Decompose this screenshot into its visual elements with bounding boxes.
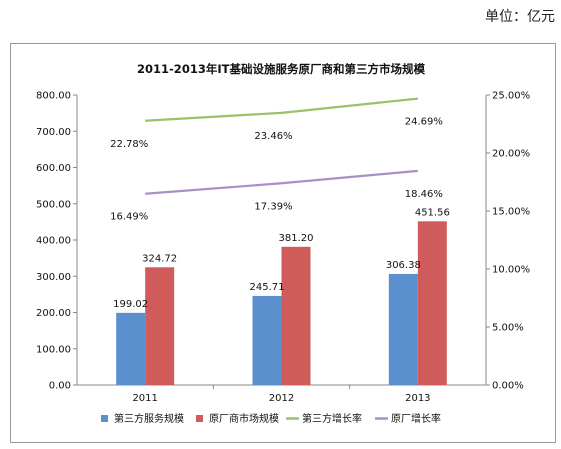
bar-data-label: 451.56 xyxy=(415,207,450,218)
bar-data-label: 245.71 xyxy=(250,282,285,293)
right-tick-label: 20.00% xyxy=(492,149,530,160)
right-tick-label: 5.00% xyxy=(492,323,524,334)
right-tick-label: 15.00% xyxy=(492,207,530,218)
line-data-label: 16.49% xyxy=(110,212,148,223)
unit-label: 单位：亿元 xyxy=(485,9,555,25)
bar-series xyxy=(116,221,447,385)
bar-data-label: 306.38 xyxy=(386,260,421,271)
left-tick-label: 500.00 xyxy=(36,199,71,210)
bar xyxy=(116,312,146,385)
series-line xyxy=(145,169,418,195)
series-line xyxy=(145,97,418,122)
tick-labels: 0.00 100.00 200.00 300.00 400.00 500.00 600.00… xyxy=(36,91,530,405)
chart-frame: 2011-2013年IT基础设施服务原厂商和第三方市场规模 0.00 100.00… xyxy=(10,43,556,443)
chart-canvas: 2011-2013年IT基础设施服务原厂商和第三方市场规模 0.00 100.00… xyxy=(36,62,530,425)
left-tick-label: 300.00 xyxy=(36,272,71,283)
line-series xyxy=(145,97,418,195)
line-data-label: 23.46% xyxy=(254,131,292,142)
left-tick-label: 400.00 xyxy=(36,236,71,247)
legend-label: 原厂增长率 xyxy=(391,412,441,425)
bar xyxy=(417,221,447,385)
x-tick-label: 2013 xyxy=(405,393,430,404)
left-tick-label: 0.00 xyxy=(49,381,71,392)
bar xyxy=(145,267,175,385)
right-tick-label: 10.00% xyxy=(492,265,530,276)
right-tick-label: 0.00% xyxy=(492,381,524,392)
x-tick-label: 2012 xyxy=(269,393,294,404)
bar xyxy=(281,246,311,385)
legend: 第三方服务规模 原厂商市场规模 第三方增长率 原厂增长率 xyxy=(101,412,441,425)
data-labels: 199.02 324.72 245.71 381.20 306.38 451.56 22.7… xyxy=(110,117,450,310)
line-data-label: 17.39% xyxy=(254,201,292,212)
left-tick-label: 200.00 xyxy=(36,308,71,319)
left-tick-label: 800.00 xyxy=(36,91,71,102)
chart-title: 2011-2013年IT基础设施服务原厂商和第三方市场规模 xyxy=(137,62,425,76)
x-tick-label: 2011 xyxy=(132,393,157,404)
legend-label: 第三方服务规模 xyxy=(114,412,184,425)
legend-label: 原厂商市场规模 xyxy=(209,412,279,425)
bar xyxy=(388,273,418,385)
bar-data-label: 381.20 xyxy=(279,233,314,244)
right-tick-label: 25.00% xyxy=(492,91,530,102)
line-data-label: 18.46% xyxy=(405,189,443,200)
left-tick-label: 700.00 xyxy=(36,127,71,138)
left-tick-label: 600.00 xyxy=(36,163,71,174)
bar-data-label: 324.72 xyxy=(142,253,177,264)
legend-swatch xyxy=(101,415,108,422)
line-data-label: 22.78% xyxy=(110,139,148,150)
left-tick-label: 100.00 xyxy=(36,344,71,355)
legend-label: 第三方增长率 xyxy=(302,412,362,425)
legend-swatch xyxy=(196,415,203,422)
bar xyxy=(252,295,282,385)
bar-data-label: 199.02 xyxy=(113,299,148,310)
line-data-label: 24.69% xyxy=(405,117,443,128)
